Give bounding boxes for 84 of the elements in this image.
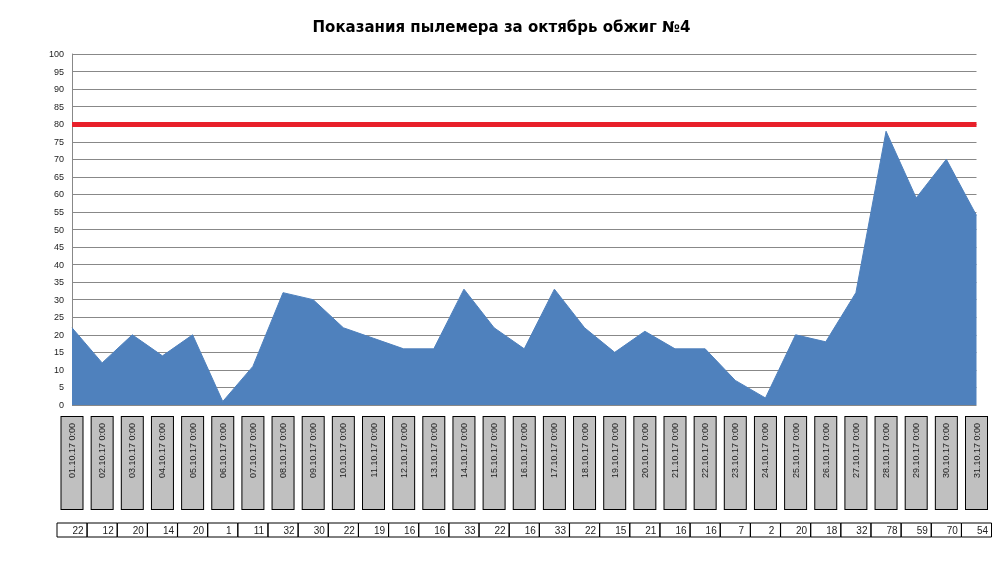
data-label: 70 [946,524,959,536]
data-label: 20 [796,524,808,536]
data-label: 22 [494,524,507,536]
y-tick-label: 75 [53,136,64,147]
x-tick-label: 21.10.17 0:00 [670,423,680,479]
x-tick-label: 28.10.17 0:00 [881,423,892,479]
x-tick-label: 04.10.17 0:00 [157,423,168,479]
data-label: 20 [132,524,145,536]
x-tick-label: 10.10.17 0:00 [338,423,349,479]
y-tick-label: 55 [53,206,64,217]
y-tick-label: 20 [53,329,64,340]
x-tick-label: 15.10.17 0:00 [489,423,500,479]
x-tick-label: 22.10.17 0:00 [700,423,711,479]
y-tick-label: 35 [53,277,64,288]
data-label: 16 [434,524,446,536]
chart-title: Показания пылемера за октябрь обжиг №4 [312,17,691,36]
x-tick-label: 20.10.17 0:00 [639,423,650,479]
x-tick-label: 03.10.17 0:00 [127,423,138,479]
x-tick-label: 29.10.17 0:00 [911,423,922,479]
x-tick-label: 02.10.17 0:00 [97,423,108,479]
data-label: 18 [826,524,838,536]
data-label: 14 [162,524,175,536]
data-label: 16 [404,524,416,536]
y-tick-label: 30 [53,294,64,305]
y-tick-label: 80 [53,119,64,130]
x-tick-label: 31.10.17 0:00 [971,423,982,479]
data-label: 78 [886,524,899,536]
y-tick-label: 40 [53,259,64,270]
data-label: 1 [225,524,232,536]
data-label: 22 [343,524,356,536]
x-tick-label: 06.10.17 0:00 [217,423,228,479]
data-label: 16 [705,524,718,536]
x-tick-label: 11.10.17 0:00 [368,423,379,478]
y-tick-label: 10 [53,364,64,375]
data-label: 16 [675,524,687,536]
data-label: 20 [193,524,205,536]
y-tick-label: 5 [58,382,64,393]
x-tick-label: 07.10.17 0:00 [247,423,258,479]
data-label: 12 [102,524,115,536]
x-tick-label: 30.10.17 0:00 [941,423,952,479]
y-tick-label: 0 [58,400,64,410]
data-label: 33 [464,524,476,536]
y-tick-label: 65 [53,171,64,182]
data-label: 16 [524,524,537,536]
data-label: 30 [313,524,326,536]
data-label: 11 [253,524,265,536]
data-label: 2 [768,524,775,536]
x-tick-label: 13.10.17 0:00 [428,423,439,479]
y-tick-label: 95 [53,66,64,77]
x-tick-label: 24.10.17 0:00 [760,423,771,479]
data-label: 33 [554,524,567,536]
data-label: 22 [72,524,84,536]
y-tick-label: 85 [53,101,64,112]
x-tick-label: 26.10.17 0:00 [820,423,831,479]
x-tick-label: 25.10.17 0:00 [790,423,801,479]
data-label: 54 [976,524,989,536]
data-label: 32 [856,524,868,536]
x-tick-label: 17.10.17 0:00 [549,423,560,479]
x-tick-label: 27.10.17 0:00 [850,423,861,479]
x-tick-label: 14.10.17 0:00 [458,423,469,479]
y-tick-label: 25 [53,312,64,323]
x-tick-label: 18.10.17 0:00 [579,423,590,479]
x-tick-label: 23.10.17 0:00 [730,423,741,479]
y-tick-label: 60 [53,189,64,200]
y-tick-label: 15 [53,347,64,358]
data-label: 32 [283,524,296,536]
x-tick-label: 12.10.17 0:00 [398,423,409,479]
x-tick-label: 16.10.17 0:00 [519,423,530,479]
data-label: 21 [645,524,657,536]
y-tick-label: 50 [53,224,64,235]
data-label: 59 [916,524,929,536]
data-label: 15 [615,524,627,536]
y-tick-label: 45 [53,242,64,253]
x-tick-label: 01.10.17 0:00 [67,423,77,479]
x-tick-label: 09.10.17 0:00 [308,423,319,479]
x-tick-label: 08.10.17 0:00 [278,423,289,479]
y-tick-label: 90 [53,84,64,95]
data-label: 22 [584,524,597,536]
data-label: 7 [738,524,745,536]
y-tick-label: 100 [48,49,64,59]
data-label: 19 [373,524,386,536]
x-tick-label: 19.10.17 0:00 [609,423,620,479]
x-tick-label: 05.10.17 0:00 [187,423,198,479]
y-tick-label: 70 [53,154,64,165]
